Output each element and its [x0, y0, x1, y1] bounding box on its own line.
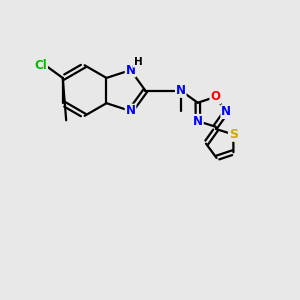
Text: N: N — [221, 105, 231, 118]
Text: N: N — [125, 64, 136, 76]
Text: N: N — [176, 84, 186, 97]
Text: N: N — [193, 115, 203, 128]
Text: S: S — [229, 128, 238, 141]
Text: H: H — [134, 57, 142, 67]
Text: N: N — [125, 104, 136, 118]
Text: Cl: Cl — [34, 59, 47, 72]
Text: O: O — [210, 90, 220, 104]
